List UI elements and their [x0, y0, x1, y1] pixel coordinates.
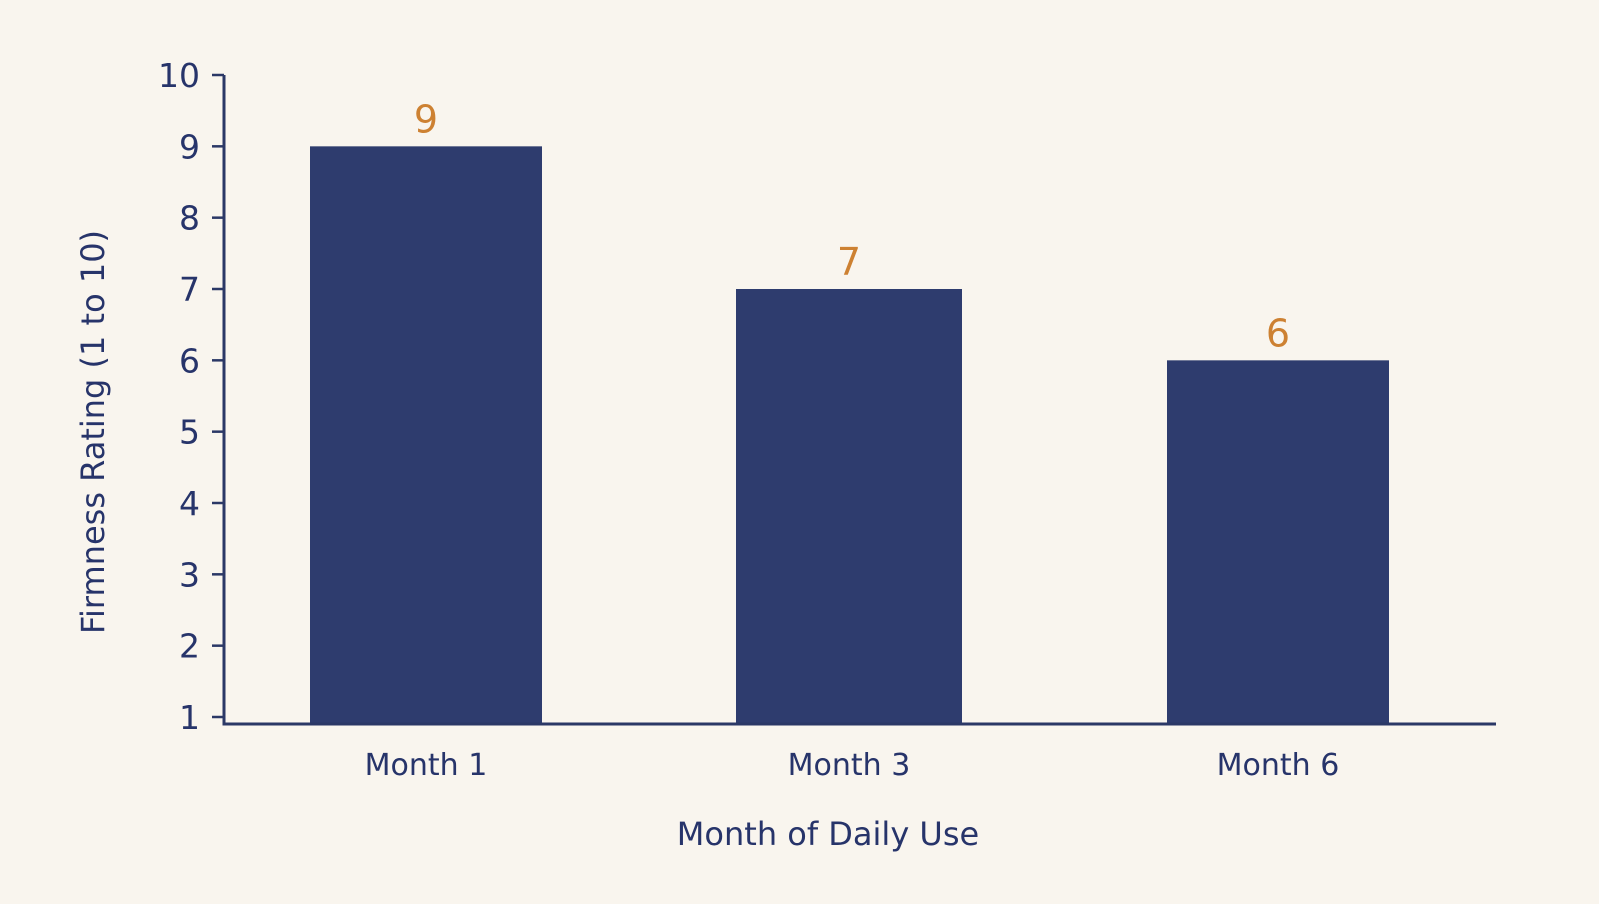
y-tick-label: 8	[179, 199, 200, 238]
y-tick-label: 3	[179, 555, 200, 594]
bar-month-1	[310, 146, 542, 725]
y-tick-label: 4	[179, 484, 200, 523]
y-axis-ticks: 1 2 3 4 5 6 7 8 9 10	[158, 56, 224, 737]
y-tick-label: 10	[158, 56, 200, 95]
x-tick-label: Month 1	[365, 748, 488, 783]
data-label: 6	[1266, 311, 1290, 355]
data-label: 9	[414, 97, 438, 141]
x-axis-title: Month of Daily Use	[677, 815, 979, 853]
bars	[310, 146, 1389, 725]
x-tick-label: Month 3	[788, 748, 911, 783]
y-tick-label: 1	[179, 698, 200, 737]
y-tick-label: 9	[179, 127, 200, 166]
y-tick-label: 5	[179, 413, 200, 452]
y-axis-title: Firmness Rating (1 to 10)	[74, 230, 112, 634]
x-tick-label: Month 6	[1217, 748, 1340, 783]
y-tick-label: 7	[179, 270, 200, 309]
y-tick-label: 2	[179, 627, 200, 666]
x-axis-tick-labels: Month 1 Month 3 Month 6	[365, 748, 1340, 783]
bar-month-6	[1167, 360, 1389, 724]
data-label: 7	[837, 240, 861, 284]
y-tick-label: 6	[179, 341, 200, 380]
bar-month-3	[736, 289, 962, 724]
data-labels: 9 7 6	[414, 97, 1290, 355]
